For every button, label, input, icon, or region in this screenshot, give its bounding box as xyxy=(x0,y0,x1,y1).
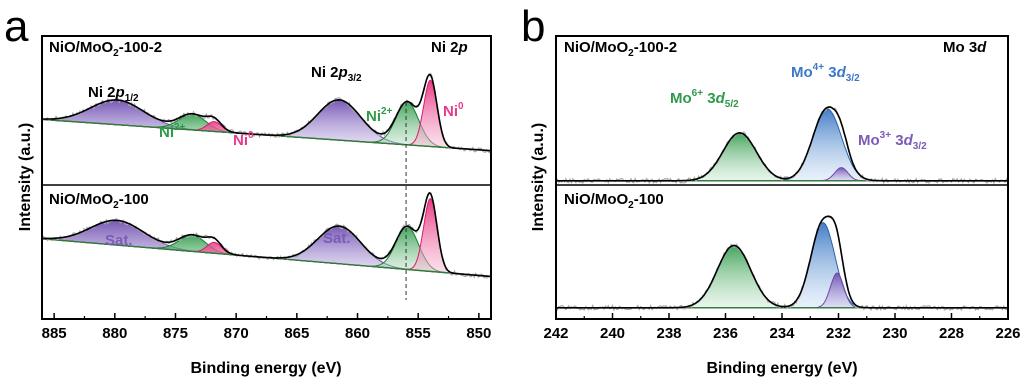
panel-b-y-axis-label: Intensity (a.u.) xyxy=(530,123,547,231)
panel-a-bottom-sample-label: NiO/MoO2-100 xyxy=(49,191,149,211)
panel-a: 885 880 875 870 865 860 855 850 a Ni 2p NiO/MoO… xyxy=(4,2,492,377)
panel-b-x-axis-label: Binding energy (eV) xyxy=(706,360,857,377)
panel-b-region-label: Mo 3d xyxy=(943,39,987,56)
x-tick-label-236: 236 xyxy=(713,325,738,342)
x-tick-label-240: 240 xyxy=(600,325,625,342)
x-tick-label-880: 880 xyxy=(102,325,127,342)
x-tick-label-232: 232 xyxy=(826,325,851,342)
envelope-fit-b-1 xyxy=(556,215,1008,309)
panel-a-plot-area xyxy=(41,72,492,279)
panel-b-bottom-sample-label: NiO/MoO2-100 xyxy=(564,191,664,211)
annotation-ni-2p12: Ni 2p1/2 xyxy=(88,84,139,104)
x-tick-label-855: 855 xyxy=(406,325,431,342)
annotation-mo3-3d32: Mo3+ 3d3/2 xyxy=(858,130,927,152)
x-tick-label-860: 860 xyxy=(345,325,370,342)
panel-b-letter: b xyxy=(521,2,545,51)
component-peak-b-0-0 xyxy=(556,132,1008,182)
component-peak-b-1-0 xyxy=(556,244,1008,309)
annotation-ni2plus-left: Ni2+ xyxy=(159,122,186,141)
x-tick-label-234: 234 xyxy=(769,325,795,342)
panel-a-letter: a xyxy=(4,2,29,51)
annotation-mo4-3d32: Mo4+ 3d3/2 xyxy=(791,62,860,84)
raw-spectrum-b-0 xyxy=(555,105,1009,185)
x-tick-label-885: 885 xyxy=(42,325,67,342)
annotation-mo6-3d52: Mo6+ 3d5/2 xyxy=(670,88,739,110)
x-tick-label-238: 238 xyxy=(656,325,681,342)
panel-a-x-ticks: 885 880 875 870 865 860 855 850 xyxy=(42,313,491,342)
component-peak-b-1-1 xyxy=(556,222,1008,309)
annotation-sat-left: Sat. xyxy=(105,232,133,249)
x-tick-label-870: 870 xyxy=(224,325,249,342)
component-peak-b-0-1 xyxy=(556,108,1008,182)
annotation-ni0-left: Ni0 xyxy=(233,130,254,149)
panel-b-x-ticks: 242 240 238 236 234 232 230 228 226 xyxy=(543,313,1021,342)
annotation-ni-2p32: Ni 2p3/2 xyxy=(311,64,362,84)
panel-a-frame xyxy=(41,35,492,320)
panel-b: 242 240 238 236 234 232 230 228 226 b Mo 3d NiO/… xyxy=(521,2,1021,377)
x-tick-label-228: 228 xyxy=(939,325,964,342)
envelope-fit-a-1 xyxy=(41,191,492,278)
x-tick-label-875: 875 xyxy=(163,325,188,342)
annotation-sat-right: Sat. xyxy=(323,230,351,247)
raw-spectrum-b-1 xyxy=(555,215,1009,312)
x-tick-label-865: 865 xyxy=(284,325,309,342)
panel-a-x-axis-label: Binding energy (eV) xyxy=(190,360,341,377)
component-peak-b-1-2 xyxy=(556,272,1008,309)
x-tick-label-242: 242 xyxy=(543,325,568,342)
panel-a-region-label: Ni 2p xyxy=(431,39,468,56)
panel-b-top-sample-label: NiO/MoO2-100-2 xyxy=(564,39,677,59)
envelope-fit-a-0 xyxy=(42,73,492,152)
envelope-fit-b-0 xyxy=(556,106,1008,182)
raw-spectrum-a-1 xyxy=(41,192,492,279)
annotation-ni2plus-right: Ni2+ xyxy=(366,106,393,125)
x-tick-label-230: 230 xyxy=(882,325,907,342)
annotation-ni0-right: Ni0 xyxy=(443,101,464,120)
x-tick-label-226: 226 xyxy=(995,325,1020,342)
x-tick-label-850: 850 xyxy=(466,325,491,342)
panel-b-plot-area xyxy=(555,105,1009,312)
panel-a-top-sample-label: NiO/MoO2-100-2 xyxy=(49,39,162,59)
panel-a-y-axis-label: Intensity (a.u.) xyxy=(17,123,34,231)
